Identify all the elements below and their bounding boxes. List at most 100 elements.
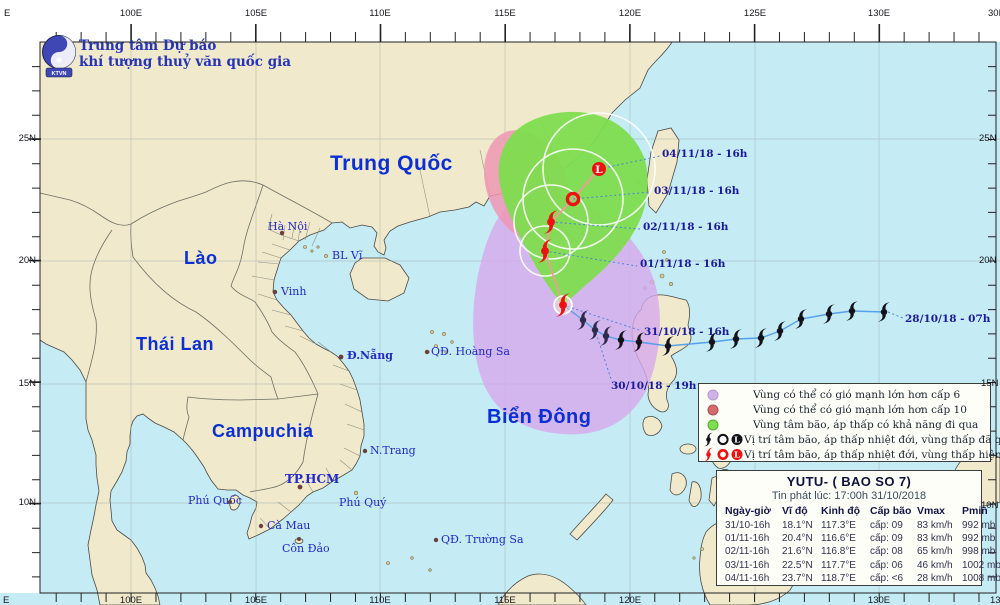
column-header: Vĩ độ	[782, 505, 808, 517]
column-header: Vmax	[917, 505, 946, 517]
tropical-depression-icon	[565, 191, 581, 207]
axis-label: 120E	[618, 595, 642, 605]
table-cell: cấp: 09	[870, 520, 903, 531]
table-cell: 21.6°N	[782, 546, 813, 558]
column-header: Pmin	[962, 505, 988, 517]
track-date-label: 31/10/18 - 16h	[644, 326, 730, 338]
axis-label: 10N	[981, 500, 999, 511]
axis-label: 15N	[18, 378, 36, 389]
axis-label: 25N	[979, 133, 997, 144]
axis-label: 105E	[244, 8, 268, 19]
forecast-typhoon-icon	[704, 447, 713, 462]
table-cell: 117.3°E	[821, 520, 856, 531]
table-cell: 1002 mb	[962, 559, 1000, 571]
island-masbate	[679, 443, 697, 455]
agency-name-line1: Trung tâm Dự báo	[79, 38, 217, 54]
table-cell: 117.7°E	[821, 559, 856, 571]
axis-label: 20N	[979, 255, 997, 266]
country-label-china: Trung Quốc	[330, 152, 453, 175]
storm-issued-time: Tin phát lúc: 17:00h 31/10/2018	[771, 490, 927, 502]
city-label-phu-quy: Phú Quý	[339, 496, 387, 509]
city-label-con-dao: Côn Đảo	[282, 542, 330, 555]
table-cell: 01/11-16h	[725, 533, 770, 545]
svg-text:L: L	[734, 451, 740, 461]
island-hainan	[349, 257, 410, 302]
past-typhoon-icon	[704, 432, 713, 447]
legend-item: Vùng tâm bão, áp thấp có khả năng đi qua	[699, 417, 990, 432]
zone-storm-center	[498, 111, 648, 306]
country-label-cambodia: Campuchia	[212, 421, 314, 441]
axis-label: 110E	[369, 595, 391, 605]
axis-label: 135E	[990, 595, 1000, 605]
table-cell: cấp: 09	[870, 533, 903, 545]
island-palawan	[569, 493, 614, 541]
axis-label: 25N	[18, 133, 36, 144]
table-cell: 18.1°N	[782, 520, 813, 531]
track-date-label: 04/11/18 - 16h	[662, 148, 748, 160]
table-cell: cấp: 08	[870, 546, 903, 558]
storm-title: YUTU- ( BAO SO 7)	[786, 474, 912, 489]
cap6-zone-swatch-icon	[707, 389, 719, 400]
table-cell: 31/10-16h	[725, 520, 771, 531]
svg-text:L: L	[734, 436, 740, 446]
table-cell: 03/11-16h	[725, 559, 770, 571]
center-zone-swatch-icon	[707, 419, 719, 430]
island-panay	[669, 472, 687, 496]
svg-text:L: L	[595, 164, 603, 176]
track-date-label: 28/10/18 - 07h	[905, 313, 991, 325]
column-header: Cấp bão	[870, 505, 912, 517]
legend-item-label: Vùng có thể có gió mạnh lớn hơn cấp 6	[753, 388, 961, 401]
island-mindoro	[642, 416, 663, 436]
logo-text: KTVN	[52, 71, 67, 77]
legend-item-label: Vùng có thể có gió mạnh lớn hơn cấp 10	[753, 403, 967, 416]
axis-label: 30N	[988, 8, 1000, 19]
table-cell: cấp: <6	[870, 572, 904, 584]
city-label-truong-sa: QĐ. Trường Sa	[441, 533, 524, 546]
table-cell: 116.6°E	[821, 533, 856, 545]
table-cell: 118.7°E	[821, 572, 856, 584]
axis-label: E	[3, 595, 10, 605]
axis-label: 105E	[244, 595, 268, 605]
city-label-phu-quoc: Phú Quốc	[188, 494, 243, 507]
axis-label: 100E	[119, 8, 143, 19]
axis-label: E	[4, 8, 11, 19]
table-cell: 1008 mb	[962, 572, 1000, 584]
axis-label: 120E	[618, 8, 642, 19]
table-cell: 116.8°E	[821, 546, 856, 558]
country-label-thailand: Thái Lan	[136, 334, 215, 354]
legend-item-label: Vị trí tâm bão, áp thấp nhiệt đới, vùng …	[744, 448, 1000, 461]
agency-logo: KTVN	[42, 35, 76, 78]
table-cell: 83 km/h	[917, 533, 953, 545]
table-cell: 28 km/h	[917, 572, 953, 584]
track-date-label: 30/10/18 - 19h	[611, 380, 697, 392]
table-cell: 998 mb	[962, 546, 996, 558]
table-cell: 46 km/h	[917, 559, 953, 571]
table-cell: 992 mb	[962, 520, 996, 531]
city-label-ca-mau: Cà Mau	[267, 519, 311, 532]
forecast-position-symbols: L	[537, 162, 606, 263]
island-negros	[688, 481, 702, 507]
legend-box: Vùng có thể có gió mạnh lớn hơn cấp 6 Vù…	[698, 383, 1000, 462]
past-depression-icon	[717, 433, 729, 446]
axis-label: 100E	[119, 595, 143, 605]
legend-item: L Vị trí tâm bão, áp thấp nhiệt đới, vùn…	[699, 447, 1000, 462]
legend-item-label: Vùng tâm bão, áp thấp có khả năng đi qua	[753, 418, 979, 431]
legend-item: Vùng có thể có gió mạnh lớn hơn cấp 6	[699, 387, 990, 402]
axis-label: 15N	[981, 378, 999, 389]
column-header: Kinh độ	[821, 505, 861, 517]
track-date-label: 01/11/18 - 16h	[640, 258, 726, 270]
forecast-low-icon: L	[731, 449, 743, 461]
table-cell: 20.4°N	[782, 533, 813, 545]
past-low-icon: L	[731, 434, 743, 446]
table-cell: 23.7°N	[782, 572, 813, 584]
city-label-hanoi: Hà Nội	[268, 220, 308, 233]
column-header: Ngày-giờ	[725, 505, 771, 517]
table-cell: 22.5°N	[782, 559, 813, 571]
city-label-hoang-sa: QĐ. Hoàng Sa	[431, 345, 510, 358]
current-position-marker	[553, 293, 573, 317]
axis-label: 10N	[18, 497, 36, 508]
track-date-label: 03/11/18 - 16h	[654, 185, 740, 197]
forecast-depression-icon	[717, 449, 729, 460]
table-cell: 83 km/h	[917, 520, 953, 531]
